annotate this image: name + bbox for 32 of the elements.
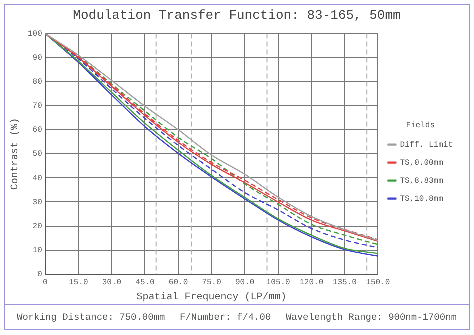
text: F/Number: f/4.00	[180, 312, 272, 322]
y-tick-label: 70	[32, 102, 43, 112]
y-tick-label: 60	[32, 126, 43, 136]
legend-title: Fields	[406, 121, 436, 130]
y-axis-title: Contrast (%)	[10, 118, 22, 190]
y-tick-label: 0	[38, 270, 43, 280]
x-tick-label: 60.0	[168, 278, 188, 288]
x-tick-label: 90.0	[235, 278, 255, 288]
x-tick-label: 75.0	[202, 278, 222, 288]
y-tick-label: 20	[32, 222, 43, 232]
y-tick-label: 10	[32, 246, 43, 256]
x-tick-label: 120.0	[300, 278, 324, 288]
x-tick-label: 15.0	[69, 278, 88, 288]
x-tick-label: 30.0	[102, 278, 122, 288]
chart-title: Modulation Transfer Function: 83-165, 50mm	[72, 8, 402, 25]
y-tick-label: 100	[28, 30, 43, 39]
legend-label: TS,8.83mm	[400, 176, 444, 186]
legend-label: TS,0.00mm	[400, 158, 444, 168]
x-axis-title: Spatial Frequency (LP/mm)	[136, 292, 287, 304]
y-tick-label: 30	[32, 198, 43, 208]
text: Working Distance: 750.00mm	[17, 312, 166, 322]
x-tick-label: 150.0	[366, 278, 390, 288]
y-tick-label: 80	[32, 78, 43, 88]
y-tick-label: 40	[32, 174, 43, 184]
text: Wavelength Range: 900nm-1700nm	[286, 312, 457, 322]
y-tick-label: 50	[32, 150, 43, 160]
legend-label: TS,10.8mm	[400, 194, 444, 204]
legend-label: Diff. Limit	[400, 140, 454, 150]
y-tick-label: 90	[32, 54, 43, 63]
x-tick-label: 105.0	[266, 278, 291, 288]
x-tick-label: 135.0	[332, 278, 358, 288]
x-tick-label: 45.0	[136, 278, 156, 288]
